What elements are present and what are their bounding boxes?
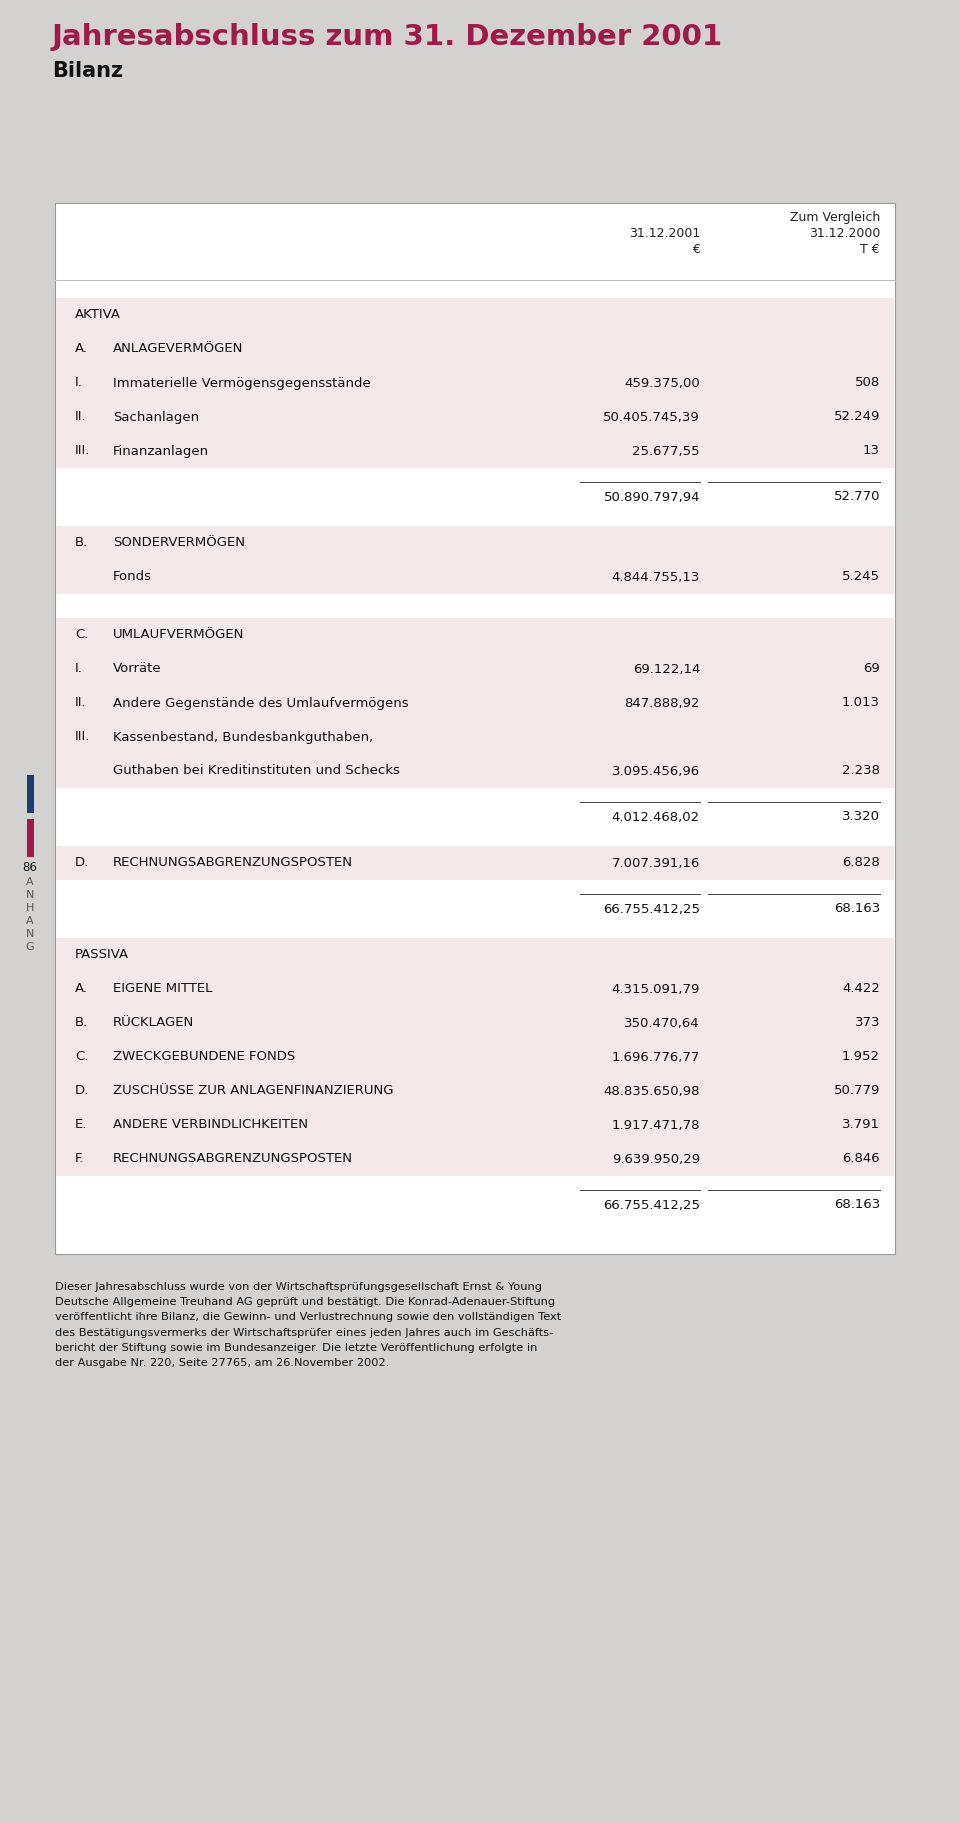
Text: Guthaben bei Kreditinstituten und Schecks: Guthaben bei Kreditinstituten und Scheck…: [113, 764, 400, 777]
Text: 86: 86: [23, 860, 37, 873]
Bar: [56, 527, 894, 594]
Text: Andere Gegenstände des Umlaufvermögens: Andere Gegenstände des Umlaufvermögens: [113, 696, 409, 709]
Text: EIGENE MITTEL: EIGENE MITTEL: [113, 983, 212, 995]
Text: F.: F.: [75, 1152, 84, 1165]
Text: 3.791: 3.791: [842, 1119, 880, 1132]
Text: H: H: [26, 902, 35, 913]
Text: ANLAGEVERMÖGEN: ANLAGEVERMÖGEN: [113, 343, 244, 355]
Text: 1.696.776,77: 1.696.776,77: [612, 1050, 700, 1063]
Text: 68.163: 68.163: [833, 1198, 880, 1212]
Text: A.: A.: [75, 343, 88, 355]
Text: ZWECKGEBUNDENE FONDS: ZWECKGEBUNDENE FONDS: [113, 1050, 296, 1063]
Text: 66.755.412,25: 66.755.412,25: [603, 1198, 700, 1212]
Text: I.: I.: [75, 662, 83, 676]
Text: Zum Vergleich: Zum Vergleich: [790, 211, 880, 224]
Text: Bilanz: Bilanz: [52, 60, 123, 80]
Text: 350.470,64: 350.470,64: [624, 1017, 700, 1030]
Text: Dieser Jahresabschluss wurde von der Wirtschaftsprüfungsgesellschaft Ernst & You: Dieser Jahresabschluss wurde von der Wir…: [55, 1282, 562, 1367]
Text: 31.12.2001: 31.12.2001: [629, 228, 700, 241]
Text: 50.779: 50.779: [833, 1085, 880, 1097]
Text: C.: C.: [75, 629, 88, 642]
Text: G: G: [26, 942, 35, 952]
Text: 1.917.471,78: 1.917.471,78: [612, 1119, 700, 1132]
Text: UMLAUFVERMÖGEN: UMLAUFVERMÖGEN: [113, 629, 245, 642]
Text: 3.095.456,96: 3.095.456,96: [612, 764, 700, 777]
Text: Fonds: Fonds: [113, 571, 152, 583]
Text: 25.677,55: 25.677,55: [633, 445, 700, 458]
Text: RECHNUNGSABGRENZUNGSPOSTEN: RECHNUNGSABGRENZUNGSPOSTEN: [113, 1152, 353, 1165]
Text: II.: II.: [75, 410, 86, 423]
Bar: [56, 846, 894, 881]
Text: III.: III.: [75, 445, 90, 458]
Text: €: €: [692, 242, 700, 255]
Text: 847.888,92: 847.888,92: [625, 696, 700, 709]
Text: 373: 373: [854, 1017, 880, 1030]
Text: Immaterielle Vermögensgegensstände: Immaterielle Vermögensgegensstände: [113, 377, 371, 390]
Text: D.: D.: [75, 1085, 89, 1097]
Bar: [27, 775, 34, 813]
Text: Kassenbestand, Bundesbankguthaben,: Kassenbestand, Bundesbankguthaben,: [113, 731, 373, 744]
Text: 13: 13: [863, 445, 880, 458]
Text: N: N: [26, 890, 35, 901]
Bar: [27, 819, 34, 857]
Bar: [56, 297, 894, 469]
Text: 50.890.797,94: 50.890.797,94: [604, 490, 700, 503]
Text: A: A: [26, 915, 34, 926]
Text: 2.238: 2.238: [842, 764, 880, 777]
Text: 50.405.745,39: 50.405.745,39: [603, 410, 700, 423]
Bar: [56, 618, 894, 788]
Text: Sachanlagen: Sachanlagen: [113, 410, 199, 423]
Bar: [56, 939, 894, 1176]
Text: 69: 69: [863, 662, 880, 676]
Text: C.: C.: [75, 1050, 88, 1063]
Text: 9.639.950,29: 9.639.950,29: [612, 1152, 700, 1165]
Text: RÜCKLAGEN: RÜCKLAGEN: [113, 1017, 194, 1030]
Text: 48.835.650,98: 48.835.650,98: [604, 1085, 700, 1097]
Text: 52.770: 52.770: [833, 490, 880, 503]
Text: I.: I.: [75, 377, 83, 390]
Text: E.: E.: [75, 1119, 87, 1132]
Text: Vorräte: Vorräte: [113, 662, 161, 676]
Text: 4.315.091,79: 4.315.091,79: [612, 983, 700, 995]
Text: 4.422: 4.422: [842, 983, 880, 995]
Text: 3.320: 3.320: [842, 811, 880, 824]
Text: 1.952: 1.952: [842, 1050, 880, 1063]
Text: 4.012.468,02: 4.012.468,02: [612, 811, 700, 824]
Text: B.: B.: [75, 536, 88, 549]
Text: 508: 508: [854, 377, 880, 390]
Text: 1.013: 1.013: [842, 696, 880, 709]
Text: N: N: [26, 930, 35, 939]
Text: PASSIVA: PASSIVA: [75, 948, 130, 961]
Text: 31.12.2000: 31.12.2000: [808, 228, 880, 241]
Text: 68.163: 68.163: [833, 902, 880, 915]
Text: 6.846: 6.846: [842, 1152, 880, 1165]
Text: 52.249: 52.249: [833, 410, 880, 423]
Text: T €: T €: [860, 242, 880, 255]
Text: 5.245: 5.245: [842, 571, 880, 583]
Bar: [55, 202, 895, 1254]
Text: III.: III.: [75, 731, 90, 744]
Text: 66.755.412,25: 66.755.412,25: [603, 902, 700, 915]
Text: II.: II.: [75, 696, 86, 709]
Text: AKTIVA: AKTIVA: [75, 308, 121, 321]
Text: ANDERE VERBINDLICHKEITEN: ANDERE VERBINDLICHKEITEN: [113, 1119, 308, 1132]
Text: RECHNUNGSABGRENZUNGSPOSTEN: RECHNUNGSABGRENZUNGSPOSTEN: [113, 857, 353, 870]
Text: 6.828: 6.828: [842, 857, 880, 870]
Text: A.: A.: [75, 983, 88, 995]
Text: 4.844.755,13: 4.844.755,13: [612, 571, 700, 583]
Text: A: A: [26, 877, 34, 888]
Text: 459.375,00: 459.375,00: [624, 377, 700, 390]
Text: 69.122,14: 69.122,14: [633, 662, 700, 676]
Text: ZUSCHÜSSE ZUR ANLAGENFINANZIERUNG: ZUSCHÜSSE ZUR ANLAGENFINANZIERUNG: [113, 1085, 394, 1097]
Text: 7.007.391,16: 7.007.391,16: [612, 857, 700, 870]
Text: Finanzanlagen: Finanzanlagen: [113, 445, 209, 458]
Text: SONDERVERMÖGEN: SONDERVERMÖGEN: [113, 536, 245, 549]
Text: Jahresabschluss zum 31. Dezember 2001: Jahresabschluss zum 31. Dezember 2001: [52, 24, 723, 51]
Text: D.: D.: [75, 857, 89, 870]
Text: B.: B.: [75, 1017, 88, 1030]
